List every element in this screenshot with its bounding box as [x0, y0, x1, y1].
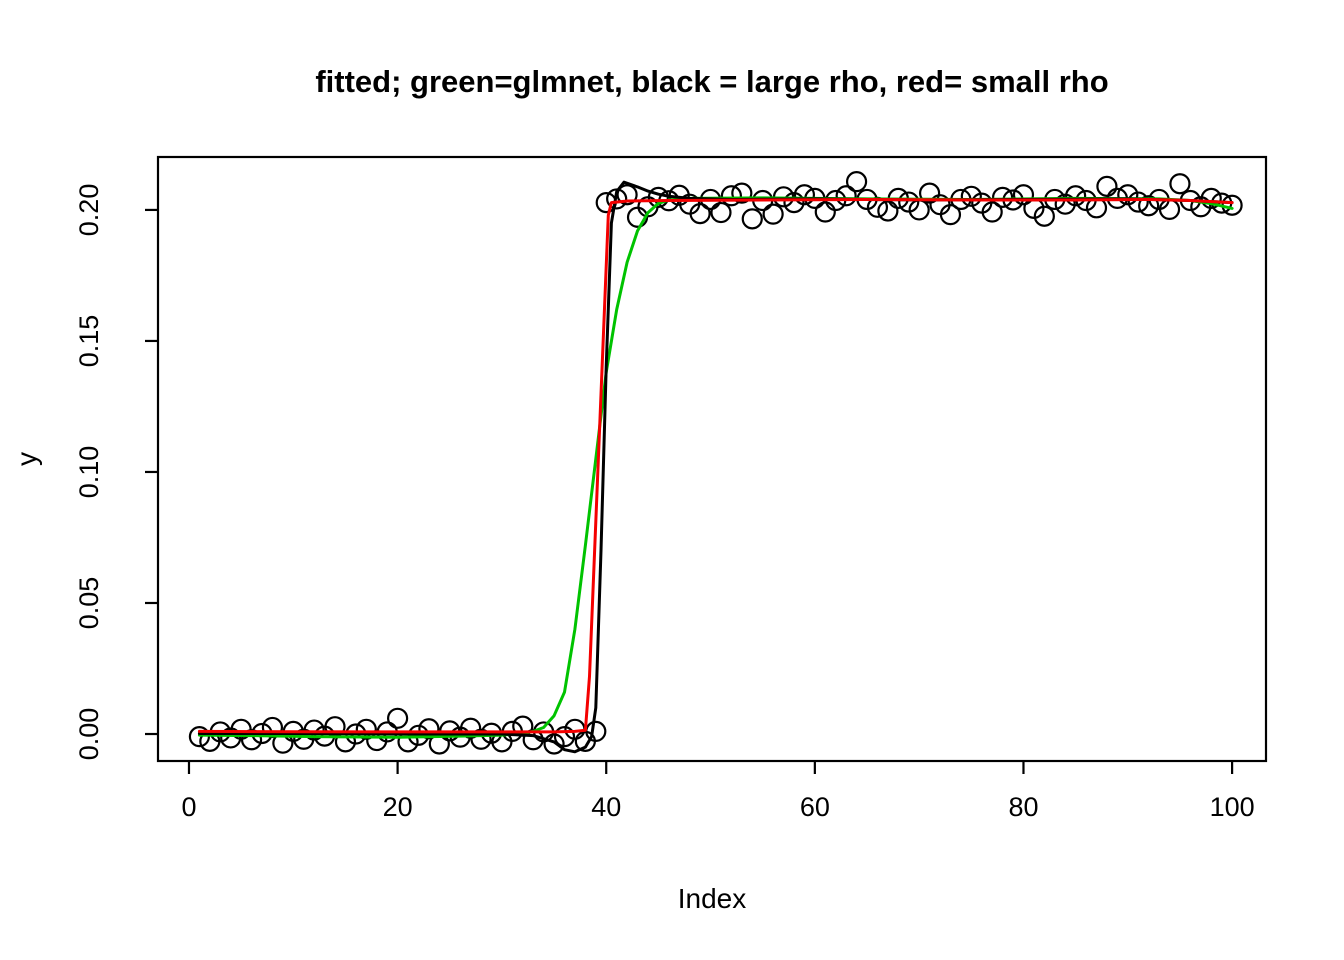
scatter-point — [1158, 198, 1181, 221]
scatter-point — [303, 719, 325, 741]
fitted-lines — [197, 180, 1234, 754]
scatter-point — [960, 185, 982, 207]
scatter-point — [1012, 184, 1035, 206]
scatter-point — [793, 184, 816, 206]
scatter-point — [741, 208, 763, 230]
scatter-point — [992, 186, 1014, 208]
x-tick-label: 0 — [181, 792, 196, 822]
scatter-point — [1117, 184, 1139, 206]
x-tick-label: 20 — [383, 792, 413, 822]
scatter-point — [1138, 195, 1160, 217]
scatter-point — [835, 185, 857, 207]
scatter-point — [1065, 185, 1087, 207]
scatter-point — [1169, 173, 1191, 195]
scatter-point — [720, 185, 743, 207]
scatter-point — [710, 201, 732, 224]
x-tick-label: 60 — [800, 792, 830, 822]
plot-border — [156, 155, 1268, 763]
scatter-point — [814, 201, 836, 223]
scatter-point — [762, 203, 784, 225]
y-axis: 0.00 0.05 0.10 0.15 0.20 — [74, 184, 158, 761]
scatter-point — [470, 728, 492, 750]
scatter-points — [188, 171, 1243, 755]
scatter-point — [877, 200, 899, 222]
scatter-point — [418, 718, 440, 740]
fit-line-small-rho — [197, 198, 1234, 734]
y-tick-label: 0.10 — [74, 446, 104, 499]
scatter-point — [1096, 175, 1118, 197]
scatter-point — [1200, 187, 1222, 210]
y-tick-label: 0.20 — [74, 184, 104, 237]
scatter-point — [553, 726, 576, 748]
scatter-point — [939, 204, 962, 226]
scatter-point — [689, 203, 711, 225]
y-tick-label: 0.15 — [74, 315, 104, 368]
x-axis-label: Index — [678, 883, 747, 914]
x-axis: 0 20 40 60 80 100 — [181, 761, 1255, 822]
scatter-point — [543, 733, 565, 755]
scatter-point — [918, 182, 941, 204]
y-axis-label: y — [11, 452, 42, 466]
scatter-point — [731, 182, 753, 204]
scatter-point — [1221, 194, 1243, 216]
x-tick-label: 80 — [1008, 792, 1038, 822]
scatter-point — [981, 201, 1003, 223]
scatter-point — [1127, 191, 1149, 213]
x-tick-label: 40 — [591, 792, 621, 822]
y-tick-label: 0.00 — [74, 708, 104, 761]
fit-line-large-rho — [197, 180, 1234, 754]
scatter-point — [1033, 205, 1055, 227]
fit-line-glmnet — [197, 196, 1234, 739]
y-tick-label: 0.05 — [74, 577, 104, 630]
scatter-point — [387, 707, 409, 729]
plot-title: fitted; green=glmnet, black = large rho,… — [315, 64, 1108, 99]
scatter-point — [845, 171, 868, 193]
x-tick-label: 100 — [1210, 792, 1255, 822]
